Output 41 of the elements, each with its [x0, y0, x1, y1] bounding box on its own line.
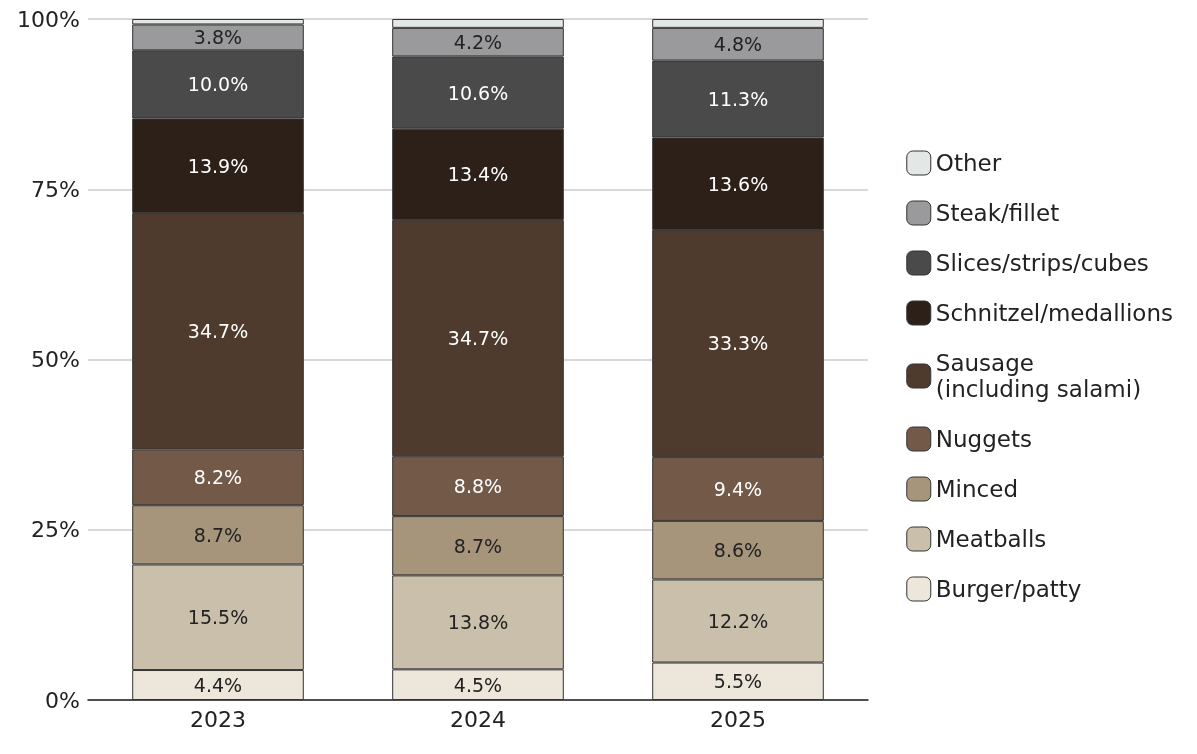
- data-label: 8.7%: [453, 534, 503, 557]
- legend-label: Minced: [935, 476, 1018, 502]
- data-label: 8.6%: [713, 539, 763, 562]
- legend-label: Other: [935, 150, 1002, 176]
- data-label: 13.4%: [447, 163, 509, 186]
- legend-label: Sausage (including salami): [935, 350, 1142, 402]
- data-label: 4.5%: [453, 673, 503, 696]
- data-label: 33.3%: [707, 332, 769, 355]
- data-label: 10.6%: [447, 81, 509, 104]
- data-label: 12.2%: [707, 610, 769, 632]
- data-label: 15.5%: [187, 606, 249, 629]
- legend-label: Burger/patty: [935, 576, 1082, 602]
- legend-label: Nuggets: [935, 426, 1032, 452]
- legend-label: Meatballs: [935, 526, 1047, 552]
- data-label: 13.9%: [187, 154, 249, 177]
- data-label: 4.8%: [713, 33, 763, 56]
- x-tick-label: 2023: [190, 706, 246, 732]
- data-label: 13.6%: [707, 172, 769, 195]
- legend-label: Schnitzel/medallions: [935, 300, 1174, 326]
- x-tick-label: 2024: [450, 706, 506, 732]
- data-label: 4.4%: [193, 674, 243, 697]
- data-label: 4.2%: [453, 31, 503, 54]
- data-label: 10.0%: [187, 73, 249, 96]
- data-label: 8.7%: [193, 523, 243, 546]
- y-tick-label: 100%: [17, 6, 80, 32]
- data-label: 34.7%: [447, 327, 509, 350]
- y-tick-label: 75%: [31, 176, 80, 202]
- data-label: 34.7%: [187, 320, 249, 343]
- data-label: 9.4%: [713, 477, 763, 500]
- data-label: 5.5%: [713, 670, 763, 693]
- y-tick-label: 25%: [31, 517, 80, 543]
- y-tick-label: 0%: [45, 687, 80, 713]
- data-label: 13.8%: [447, 611, 509, 634]
- y-tick-label: 50%: [31, 347, 80, 372]
- legend-label: Slices/strips/cubes: [935, 250, 1149, 276]
- legend-label: Steak/fillet: [935, 200, 1060, 226]
- data-label: 8.8%: [453, 475, 503, 498]
- data-label: 11.3%: [707, 88, 769, 111]
- x-tick-label: 2025: [710, 706, 766, 732]
- data-label: 8.2%: [193, 466, 243, 489]
- data-label: 3.8%: [193, 26, 243, 49]
